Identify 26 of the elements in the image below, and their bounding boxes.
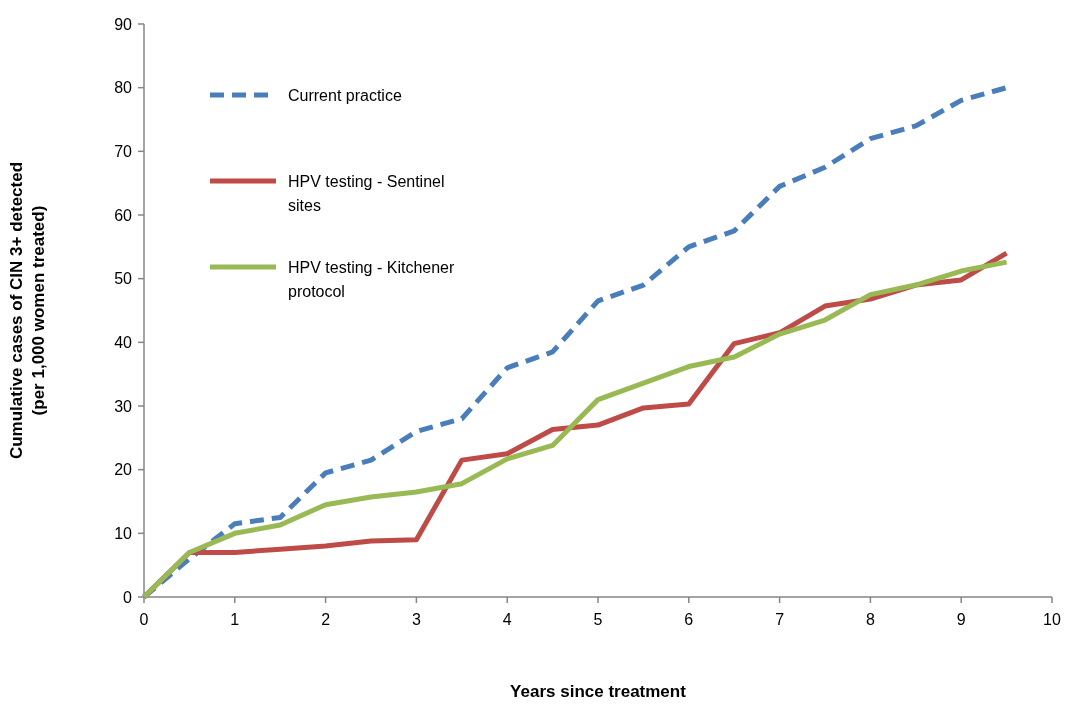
y-axis-title: Cumulative cases of CIN 3+ detected (per 1,000 women treated) [7, 161, 48, 460]
y-tick-label: 90 [114, 15, 133, 33]
y-tick-label: 70 [114, 142, 133, 160]
y-tick-label: 80 [114, 79, 133, 97]
x-tick-label: 7 [775, 611, 785, 628]
x-tick-label: 5 [593, 611, 603, 628]
x-tick-label: 3 [411, 611, 421, 628]
x-tick-label: 1 [230, 611, 240, 628]
legend-label: HPV testing - Kitchener protocol [288, 258, 455, 300]
y-tick-label: 50 [114, 270, 133, 288]
x-tick-label: 2 [321, 611, 331, 628]
x-tick-label: 8 [865, 611, 875, 628]
x-tick-label: 6 [684, 611, 694, 628]
y-tick-label: 40 [114, 333, 133, 351]
x-tick-label: 4 [502, 611, 512, 628]
y-tick-label: 30 [114, 397, 133, 415]
legend-label: HPV testing - Sentinel sites [288, 172, 445, 214]
y-tick-label: 0 [123, 588, 133, 606]
y-tick-label: 60 [114, 206, 133, 224]
x-tick-label: 10 [1043, 611, 1061, 628]
x-axis-title: Years since treatment [510, 682, 687, 701]
legend-label: Current practice [288, 86, 402, 104]
x-tick-label: 0 [139, 611, 149, 628]
y-tick-label: 10 [114, 524, 133, 542]
x-tick-label: 9 [956, 611, 966, 628]
y-tick-label: 20 [114, 461, 133, 479]
